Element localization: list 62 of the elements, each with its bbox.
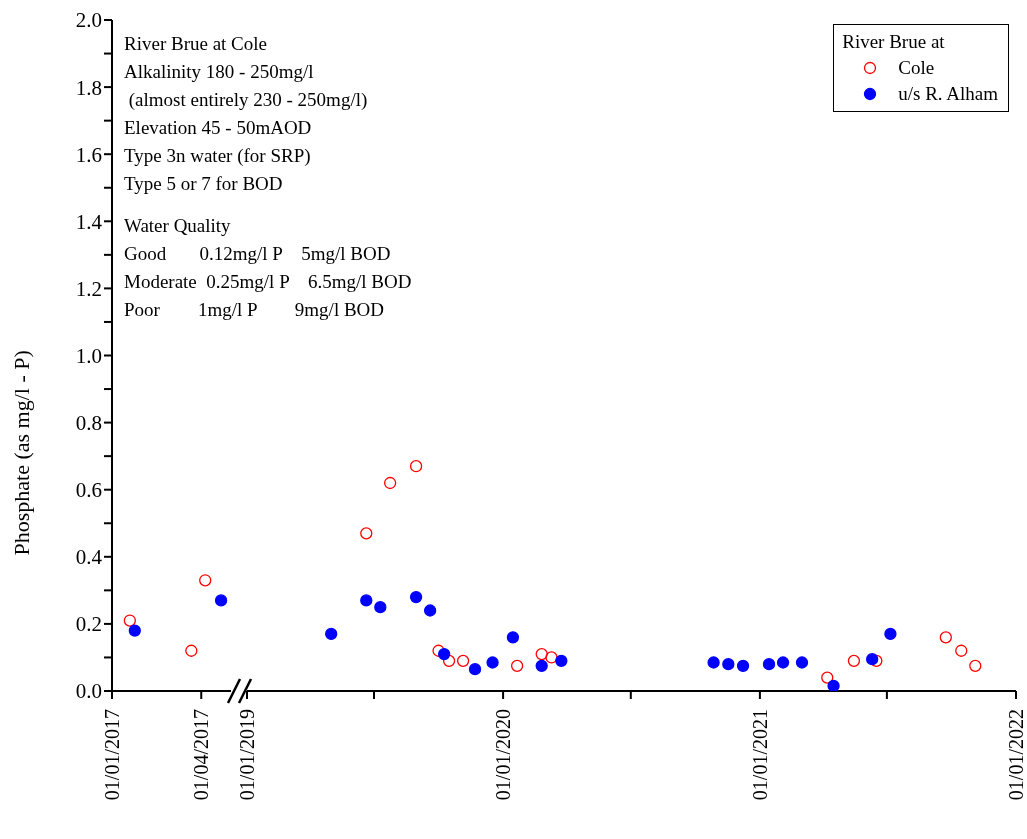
point (827, 679, 840, 691)
point (409, 590, 423, 604)
y-tick-label: 0.6 (75, 478, 102, 503)
point (795, 656, 809, 669)
x-tick-label: 01/04/2017 (190, 709, 213, 801)
point (456, 654, 470, 667)
point (360, 594, 373, 607)
legend-label: u/s R. Alham (898, 82, 998, 106)
point (374, 600, 387, 614)
y-tick-label: 2.0 (75, 8, 102, 33)
point (939, 631, 952, 644)
point (847, 654, 861, 667)
x-tick-label: 01/01/2021 (748, 709, 771, 801)
x-tick-label: 01/01/2022 (1005, 709, 1027, 801)
point (409, 460, 423, 473)
y-tick-label: 0.8 (75, 411, 102, 436)
point (432, 644, 445, 657)
point (955, 644, 968, 657)
y-tick-label: 1.8 (75, 75, 102, 100)
point (325, 627, 338, 641)
annotation: River Brue at Cole Alkalinity 180 - 250mg/l (almost entirely 230 - 250mg/l) Elevation 45 - 50mAOD Type 3n water (for SRP) Type 5 or 7 for BOD (124, 32, 369, 196)
x-tick-label: 01/01/2020 (492, 709, 515, 801)
point (545, 651, 558, 664)
y-tick-label: 0.4 (75, 545, 103, 570)
y-tick-label: 1.2 (75, 276, 102, 301)
point (510, 659, 524, 672)
point (214, 594, 228, 607)
point (736, 659, 750, 672)
point (438, 647, 451, 661)
y-tick-label: 1.0 (75, 343, 102, 368)
point (123, 614, 136, 627)
point (969, 659, 982, 672)
point (383, 476, 397, 490)
point (535, 647, 548, 661)
point (722, 658, 735, 671)
point (707, 656, 720, 669)
y-tick-label: 1.6 (75, 142, 102, 167)
point (128, 624, 141, 637)
point (776, 656, 790, 669)
point (555, 654, 568, 667)
point (884, 627, 897, 641)
point (821, 671, 834, 684)
point (866, 652, 879, 666)
point (360, 527, 373, 540)
annotation: Water Quality Good 0.12mg/l P 5mg/l BOD Moderate 0.25mg/l P 6.5mg/l BOD Poor 1mg/l P 9mg/l BOD (124, 214, 412, 322)
y-tick-label: 0.2 (75, 612, 102, 637)
x-tick-label: 01/01/2019 (236, 709, 258, 801)
legend-label: Cole (898, 56, 935, 80)
point (199, 574, 212, 587)
y-tick-label: 0.0 (75, 679, 102, 704)
point (423, 604, 437, 617)
point (535, 659, 548, 672)
y-tick-label: 1.4 (75, 209, 103, 234)
point (185, 644, 198, 657)
point (506, 631, 520, 644)
point (486, 656, 499, 669)
x-tick-label: 01/01/2017 (101, 709, 123, 801)
legend-title: River Brue at (842, 30, 946, 54)
point (442, 654, 456, 667)
y-axis-title: Phosphate (as mg/l - P) (8, 350, 34, 556)
point (762, 658, 776, 671)
point (468, 663, 482, 676)
